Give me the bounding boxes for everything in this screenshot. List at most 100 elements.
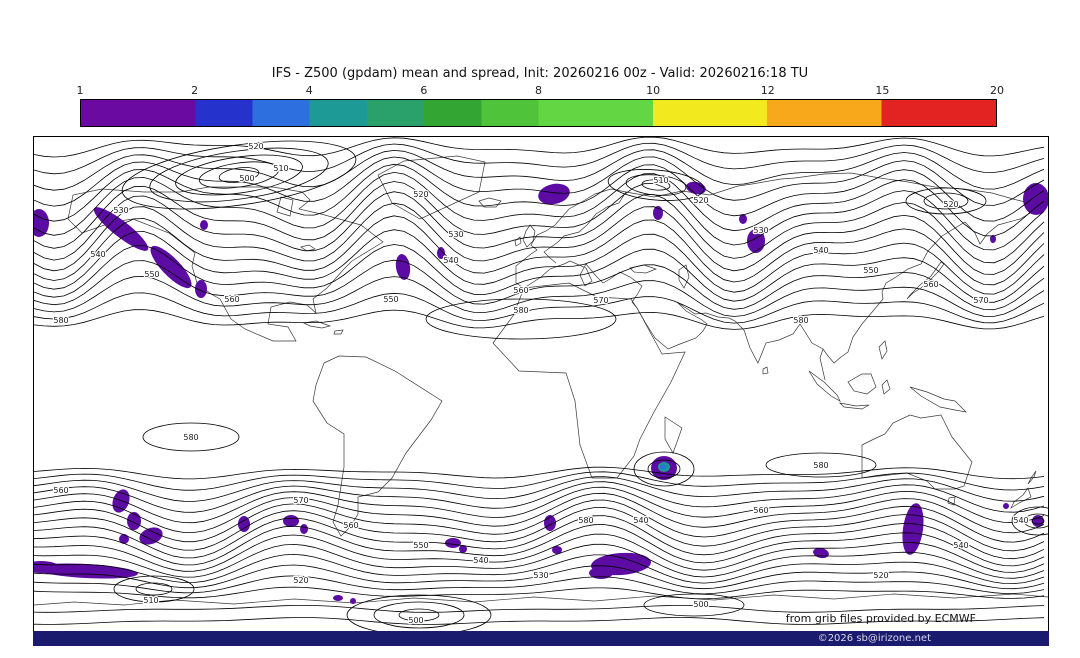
closed-contour bbox=[765, 452, 877, 478]
contour-label: 580 bbox=[578, 516, 593, 525]
contour-label: 510 bbox=[653, 176, 668, 185]
coastline bbox=[881, 379, 891, 395]
spread-region bbox=[1003, 503, 1009, 509]
spread-region bbox=[300, 524, 308, 534]
closed-contour bbox=[625, 174, 687, 196]
contour-label: 580 bbox=[793, 316, 808, 325]
contour-label: 520 bbox=[413, 190, 428, 199]
closed-contour bbox=[607, 169, 705, 201]
height-contour bbox=[34, 171, 1045, 237]
contour-label: 570 bbox=[973, 296, 988, 305]
closed-contour bbox=[398, 608, 440, 622]
contour-label: 530 bbox=[448, 230, 463, 239]
spread-region bbox=[660, 464, 666, 470]
spread-region bbox=[200, 220, 208, 230]
colorbar-tick-label: 12 bbox=[760, 84, 775, 97]
coastline bbox=[678, 264, 690, 289]
contour-label: 520 bbox=[943, 200, 958, 209]
coastline bbox=[522, 224, 536, 248]
contour-label: 530 bbox=[753, 226, 768, 235]
coastline bbox=[629, 264, 658, 274]
height-contour bbox=[34, 617, 1045, 625]
contour-label: 550 bbox=[863, 266, 878, 275]
height-contour bbox=[34, 309, 1045, 330]
height-contour bbox=[34, 156, 1045, 207]
contour-label: 500 bbox=[408, 616, 423, 625]
colorbar-tick-label: 4 bbox=[305, 84, 313, 97]
closed-contour bbox=[923, 192, 969, 210]
spread-region bbox=[112, 489, 130, 513]
height-contour bbox=[34, 202, 1045, 275]
closed-contour bbox=[373, 601, 465, 629]
spread-region bbox=[589, 567, 613, 579]
spread-region bbox=[350, 598, 356, 604]
contour-label: 560 bbox=[923, 280, 938, 289]
chart-title: IFS - Z500 (gpdam) mean and spread, Init… bbox=[271, 66, 809, 81]
contour-label: 550 bbox=[383, 295, 398, 304]
colorbar-tick-label: 1 bbox=[76, 84, 84, 97]
closed-contour bbox=[175, 154, 303, 196]
copyright-text: ©2026 sb@irizone.net bbox=[817, 633, 931, 644]
world-map: 520 510 500 530 540 550 560 520 530 540 550 560 570 5… bbox=[34, 137, 1048, 631]
contour-label: 500 bbox=[693, 600, 708, 609]
spread-region bbox=[990, 235, 996, 243]
height-contour bbox=[34, 137, 1045, 158]
spread-region bbox=[437, 247, 445, 259]
coastline bbox=[664, 416, 683, 454]
contour-label: 500 bbox=[239, 174, 254, 183]
contour-label: 530 bbox=[533, 571, 548, 580]
closed-contour bbox=[633, 451, 695, 487]
height-contour bbox=[34, 564, 1045, 590]
closed-contour bbox=[905, 187, 987, 215]
height-contour bbox=[34, 515, 1045, 560]
contour-label: 520 bbox=[693, 196, 708, 205]
height-contour bbox=[34, 499, 1045, 543]
colorbar-tick-label: 8 bbox=[535, 84, 542, 97]
contour-label: 560 bbox=[224, 295, 239, 304]
coastline bbox=[377, 155, 486, 220]
contour-label: 540 bbox=[443, 256, 458, 265]
contour-label: 520 bbox=[293, 576, 308, 585]
coastline bbox=[515, 188, 643, 289]
closed-contour bbox=[149, 147, 329, 203]
map-frame: 520 510 500 530 540 550 560 520 530 540 550 560 570 5… bbox=[33, 136, 1049, 632]
colorbar-tick-label: 6 bbox=[420, 84, 428, 97]
colorbar-gradient bbox=[80, 99, 997, 127]
coastline bbox=[492, 282, 686, 479]
spread-region bbox=[34, 561, 59, 573]
closed-contour bbox=[641, 179, 671, 191]
contour-label: 580 bbox=[53, 316, 68, 325]
contour-label: 560 bbox=[753, 506, 768, 515]
height-contour bbox=[34, 191, 1045, 264]
coastline bbox=[1027, 470, 1037, 485]
height-contour bbox=[34, 481, 1045, 513]
spread-region bbox=[747, 229, 765, 253]
contour-label: 580 bbox=[513, 306, 528, 315]
height-contour bbox=[34, 244, 1045, 303]
spread-region bbox=[93, 207, 149, 251]
height-contour bbox=[34, 163, 1045, 222]
colorbar: 1 2 4 6 8 10 12 15 20 bbox=[76, 84, 1004, 130]
spread-region bbox=[538, 183, 570, 205]
closed-contour bbox=[647, 459, 681, 479]
closed-contour bbox=[1031, 517, 1045, 525]
contour-label: 540 bbox=[90, 250, 105, 259]
spread-region bbox=[445, 538, 461, 548]
contour-label: 580 bbox=[813, 461, 828, 470]
contour-label: 560 bbox=[343, 521, 358, 530]
coastline bbox=[514, 236, 522, 247]
height-contour bbox=[34, 149, 1045, 191]
closed-contour bbox=[142, 422, 240, 452]
coastline bbox=[909, 386, 968, 413]
contour-label: 570 bbox=[293, 496, 308, 505]
contour-label: 550 bbox=[413, 541, 428, 550]
spread-region bbox=[127, 512, 141, 530]
contour-label: 520 bbox=[248, 142, 263, 151]
contour-label: 540 bbox=[633, 516, 648, 525]
height-contour bbox=[34, 215, 1045, 286]
contour-label: 540 bbox=[813, 246, 828, 255]
colorbar-tick-label: 10 bbox=[646, 84, 661, 97]
contour-label: 540 bbox=[473, 556, 488, 565]
closed-contour bbox=[425, 298, 617, 340]
height-contour bbox=[34, 533, 1045, 573]
